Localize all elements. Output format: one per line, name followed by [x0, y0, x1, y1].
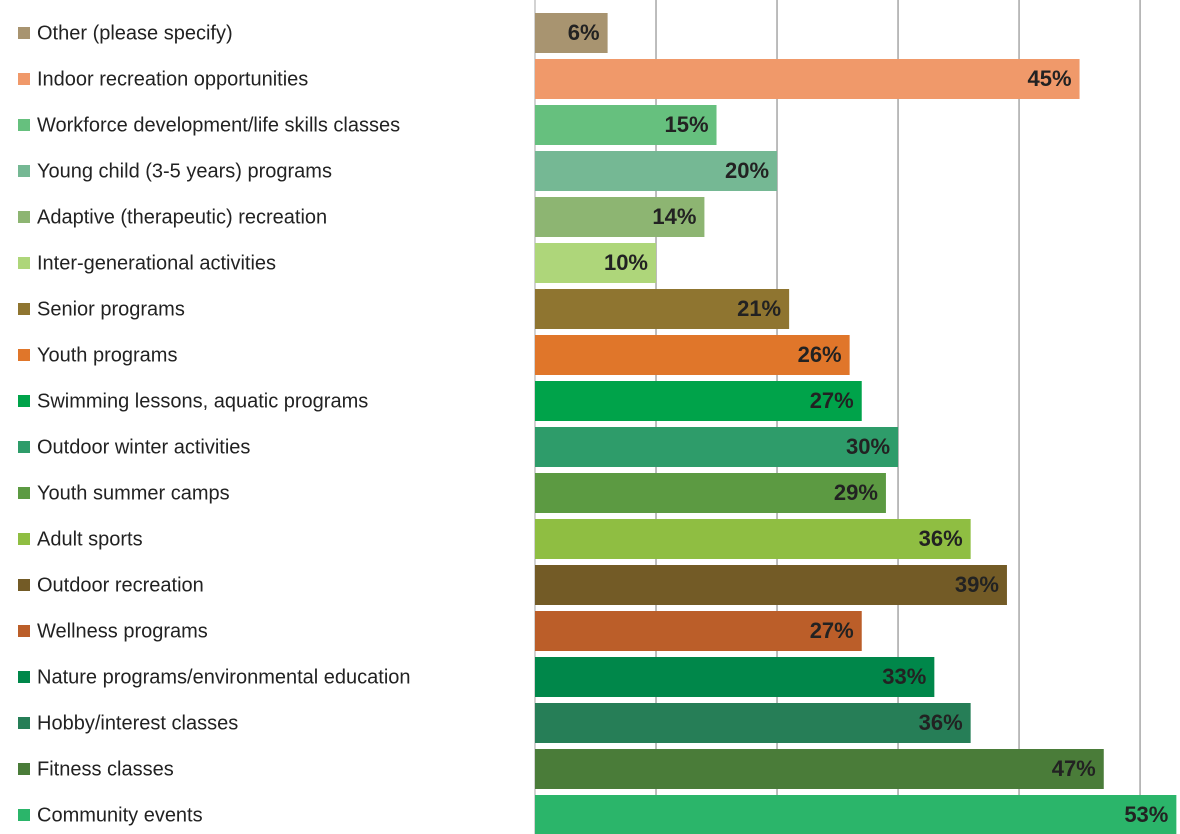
value-label: 45% [1028, 66, 1072, 91]
category-label: Outdoor winter activities [37, 436, 250, 458]
bar [535, 381, 862, 421]
legend-swatch [18, 533, 30, 545]
legend-swatch [18, 73, 30, 85]
bar [535, 13, 608, 53]
bar [535, 473, 886, 513]
legend-swatch [18, 671, 30, 683]
legend-swatch [18, 763, 30, 775]
bar [535, 703, 971, 743]
bar [535, 565, 1007, 605]
value-label: 30% [846, 434, 890, 459]
legend-swatch [18, 303, 30, 315]
bar [535, 611, 862, 651]
legend-swatch [18, 809, 30, 821]
bar [535, 795, 1177, 834]
legend-swatch [18, 211, 30, 223]
bar [535, 151, 778, 191]
category-label: Adult sports [37, 528, 143, 550]
category-label: Youth programs [37, 344, 177, 366]
category-label: Community events [37, 804, 203, 826]
value-label: 27% [810, 388, 854, 413]
value-label: 6% [568, 20, 600, 45]
category-label: Senior programs [37, 298, 185, 320]
category-label: Indoor recreation opportunities [37, 68, 308, 90]
value-label: 10% [604, 250, 648, 275]
category-label: Swimming lessons, aquatic programs [37, 390, 368, 412]
value-label: 27% [810, 618, 854, 643]
category-label: Young child (3-5 years) programs [37, 160, 332, 182]
category-label: Youth summer camps [37, 482, 230, 504]
value-label: 15% [664, 112, 708, 137]
bar [535, 243, 657, 283]
legend-swatch [18, 119, 30, 131]
category-label: Nature programs/environmental education [37, 666, 411, 688]
legend-swatch [18, 579, 30, 591]
legend-swatch [18, 717, 30, 729]
legend-swatch [18, 257, 30, 269]
bar [535, 197, 705, 237]
bar [535, 59, 1080, 99]
legend-swatch [18, 27, 30, 39]
value-label: 36% [919, 526, 963, 551]
legend-swatch [18, 625, 30, 637]
value-label: 20% [725, 158, 769, 183]
legend-swatch [18, 395, 30, 407]
bar [535, 289, 790, 329]
legend-swatch [18, 165, 30, 177]
value-label: 29% [834, 480, 878, 505]
value-label: 33% [882, 664, 926, 689]
value-label: 21% [737, 296, 781, 321]
bar [535, 427, 899, 467]
category-label: Fitness classes [37, 758, 174, 780]
category-label: Workforce development/life skills classe… [37, 114, 400, 136]
category-label: Other (please specify) [37, 22, 233, 44]
value-label: 47% [1052, 756, 1096, 781]
value-label: 53% [1124, 802, 1168, 827]
bar [535, 657, 935, 697]
category-label: Inter-generational activities [37, 252, 276, 274]
legend-swatch [18, 441, 30, 453]
bar [535, 335, 850, 375]
legend-swatch [18, 487, 30, 499]
bar [535, 749, 1104, 789]
value-label: 26% [798, 342, 842, 367]
category-label: Wellness programs [37, 620, 208, 642]
category-label: Outdoor recreation [37, 574, 204, 596]
value-label: 14% [652, 204, 696, 229]
bar [535, 105, 717, 145]
category-label: Adaptive (therapeutic) recreation [37, 206, 327, 228]
bar [535, 519, 971, 559]
value-label: 39% [955, 572, 999, 597]
category-label: Hobby/interest classes [37, 712, 238, 734]
legend-swatch [18, 349, 30, 361]
value-label: 36% [919, 710, 963, 735]
